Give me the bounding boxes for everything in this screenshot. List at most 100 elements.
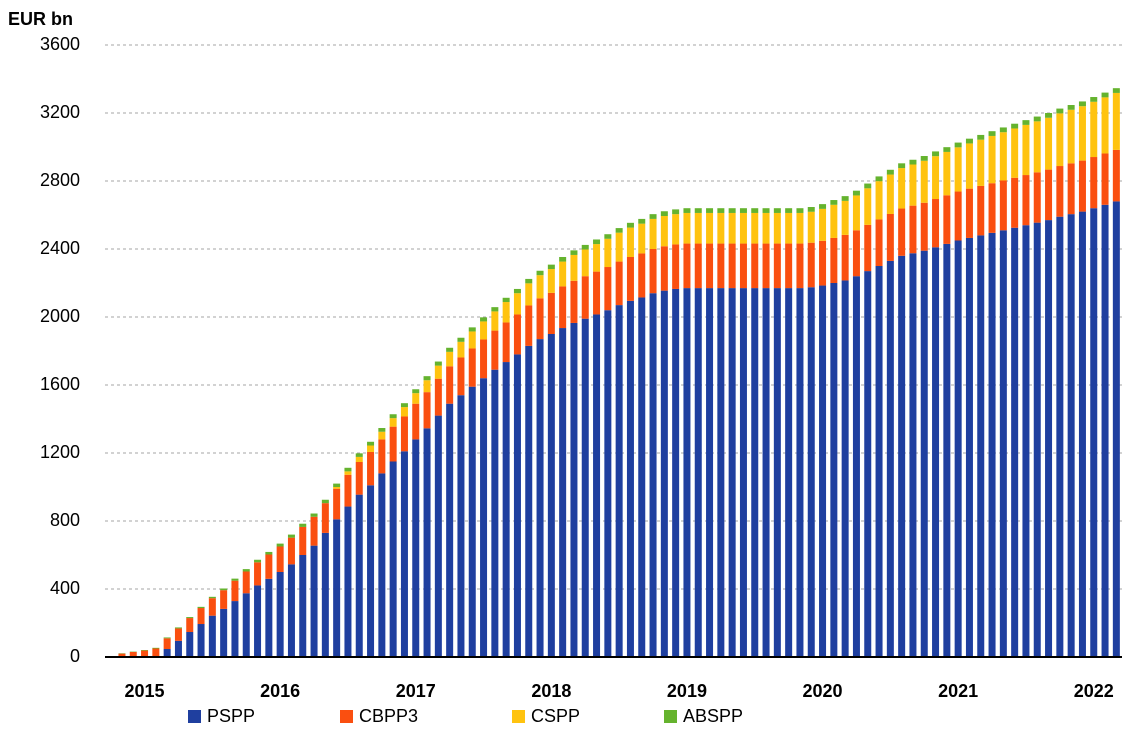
bar-segment xyxy=(208,596,216,599)
bar-segment xyxy=(1022,225,1030,657)
bar-segment xyxy=(593,271,601,315)
bar-segment xyxy=(491,330,499,370)
bar-segment xyxy=(1033,116,1041,122)
bar-segment xyxy=(491,369,499,657)
bar-segment xyxy=(830,204,838,238)
bar-segment xyxy=(310,545,318,657)
bar-segment xyxy=(728,288,736,657)
bar-segment xyxy=(683,243,691,289)
bar-segment xyxy=(672,209,680,215)
bar-segment xyxy=(683,208,691,213)
bar-segment xyxy=(434,378,442,416)
legend-label: CBPP3 xyxy=(359,706,418,726)
bar-segment xyxy=(242,593,250,657)
bar-segment xyxy=(1045,113,1053,118)
bar-segment xyxy=(796,208,804,213)
bar-segment xyxy=(581,276,589,319)
legend-label: CSPP xyxy=(531,706,580,726)
bar-segment xyxy=(751,288,759,657)
bar-segment xyxy=(920,250,928,657)
bar-segment xyxy=(1056,113,1064,167)
bar-segment xyxy=(1078,160,1086,212)
bar-segment xyxy=(965,143,973,189)
bar-segment xyxy=(638,223,646,254)
bar-segment xyxy=(1101,92,1109,98)
bar-segment xyxy=(299,523,307,527)
bar-segment xyxy=(299,526,307,555)
bar-segment xyxy=(457,395,465,657)
bar-segment xyxy=(649,218,657,249)
bar-segment xyxy=(762,212,770,244)
bar-segment xyxy=(660,216,668,247)
bar-segment xyxy=(299,555,307,657)
bar-segment xyxy=(807,287,815,657)
bar-segment xyxy=(954,240,962,657)
bar-segment xyxy=(581,244,589,250)
bar-segment xyxy=(660,211,668,217)
bar-segment xyxy=(886,169,894,175)
bar-segment xyxy=(1022,124,1030,176)
bar-segment xyxy=(1067,214,1075,657)
bar-segment xyxy=(717,243,725,289)
bar-segment xyxy=(864,271,872,657)
bar-segment xyxy=(954,191,962,241)
x-tick-label: 2021 xyxy=(938,681,978,701)
bar-segment xyxy=(265,551,273,555)
bar-segment xyxy=(276,572,284,657)
bar-segment xyxy=(220,608,228,657)
bar-segment xyxy=(525,345,533,657)
bar-segment xyxy=(412,439,420,657)
bar-segment xyxy=(943,195,951,244)
bar-segment xyxy=(287,564,295,657)
bar-segment xyxy=(785,212,793,244)
bar-segment xyxy=(875,181,883,220)
bar-segment xyxy=(1101,204,1109,658)
bar-segment xyxy=(796,212,804,244)
bar-segment xyxy=(446,351,454,367)
bar-segment xyxy=(762,243,770,289)
bar-segment xyxy=(525,283,533,306)
bar-segment xyxy=(751,208,759,213)
bar-segment xyxy=(785,288,793,657)
bar-segment xyxy=(412,389,420,394)
bar-segment xyxy=(762,208,770,213)
bar-segment xyxy=(536,298,544,340)
bar-segment xyxy=(287,534,295,538)
bar-segment xyxy=(163,637,171,639)
bar-segment xyxy=(457,341,465,358)
bar-segment xyxy=(672,214,680,245)
bar-segment xyxy=(378,439,386,474)
bar-segment xyxy=(954,147,962,192)
bar-segment xyxy=(977,235,985,657)
y-tick-label: 2000 xyxy=(40,306,80,326)
bar-segment xyxy=(864,183,872,189)
legend-swatch xyxy=(664,710,677,723)
bar-segment xyxy=(434,365,442,379)
bar-segment xyxy=(1056,108,1064,114)
bar-segment xyxy=(367,485,375,657)
legend-label: PSPP xyxy=(207,706,255,726)
bar-segment xyxy=(1112,88,1120,93)
bar-segment xyxy=(231,601,239,657)
bar-segment xyxy=(988,131,996,136)
bar-segment xyxy=(321,503,329,533)
bar-segment xyxy=(796,243,804,289)
bar-segment xyxy=(1011,128,1019,178)
bar-segment xyxy=(457,357,465,396)
bar-segment xyxy=(852,276,860,657)
bar-segment xyxy=(875,176,883,182)
bar-segment xyxy=(378,431,386,440)
bar-segment xyxy=(333,487,341,489)
bar-segment xyxy=(943,151,951,196)
bar-segment xyxy=(1067,109,1075,164)
bar-segment xyxy=(502,322,510,363)
bar-segment xyxy=(739,208,747,213)
bar-segment xyxy=(141,650,149,657)
bar-segment xyxy=(965,138,973,144)
bar-segment xyxy=(706,212,714,244)
bar-segment xyxy=(1112,201,1120,657)
bar-segment xyxy=(491,311,499,331)
bar-segment xyxy=(1090,157,1098,209)
bar-segment xyxy=(1011,227,1019,657)
bar-segment xyxy=(446,403,454,657)
